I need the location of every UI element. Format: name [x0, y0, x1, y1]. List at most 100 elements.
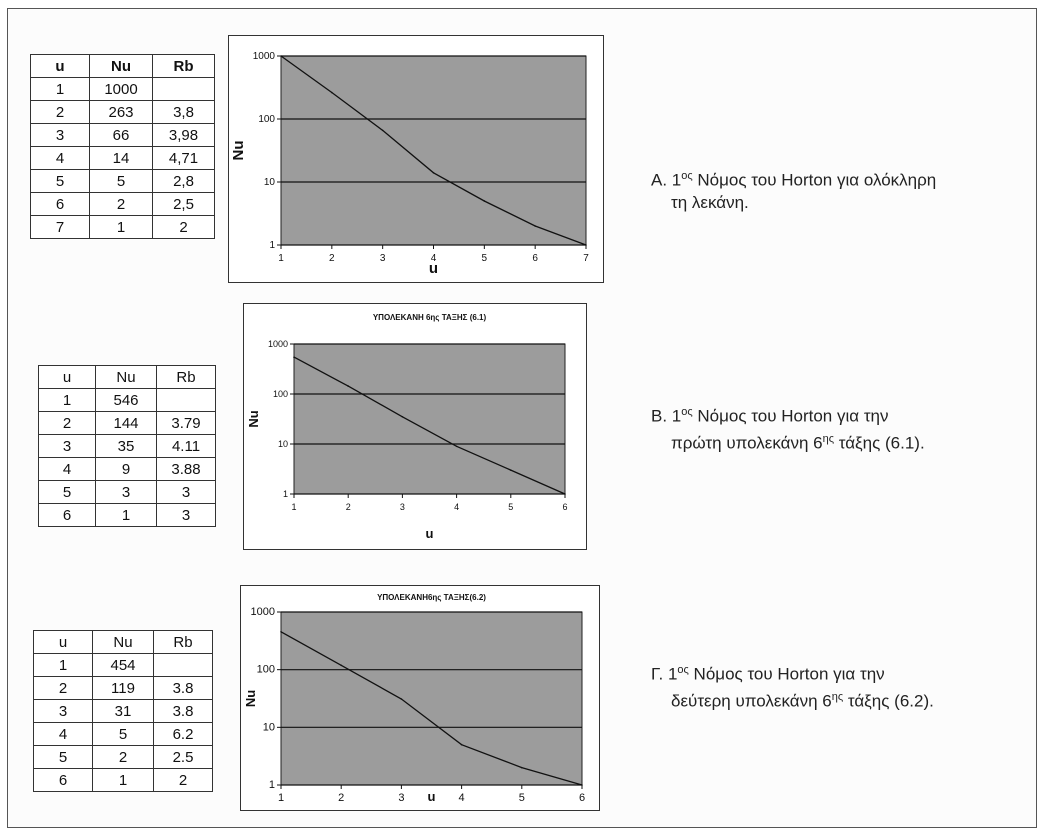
caption-b-line2-pre: πρώτη υπολεκάνη 6 — [671, 433, 823, 453]
y-tick-label: 10 — [278, 439, 288, 449]
cell-u: 3 — [33, 699, 93, 723]
cell-rb: 2,5 — [152, 192, 215, 216]
cell-rb: 2 — [152, 215, 215, 239]
x-axis-label: u — [429, 260, 438, 277]
cell-u: 5 — [33, 745, 93, 769]
cell-nu: 2 — [92, 745, 154, 769]
table-row: 2 119 3.8 — [33, 676, 213, 700]
data-point — [340, 664, 342, 667]
chart-c-box: 1 10 100 1000 1 2 3 4 5 6 u Nu ΥΠΟΛΕΚΑΝΗ6ης ΤΑΞΗΣ(6.… — [240, 585, 600, 811]
cell-rb: 2,8 — [152, 169, 215, 193]
y-tick-label: 100 — [258, 114, 275, 125]
cell-rb: 3 — [156, 480, 216, 504]
data-point — [585, 244, 587, 246]
table-row: 5 2 2.5 — [33, 745, 213, 769]
table-row: 3 31 3.8 — [33, 699, 213, 723]
y-tick-label: 1 — [269, 779, 275, 791]
caption-a-line2-text: τη λεκάνη. — [671, 192, 749, 212]
x-tick-label: 2 — [329, 253, 335, 264]
y-tick-label: 1000 — [251, 606, 275, 618]
y-tick-label: 1000 — [253, 51, 276, 62]
table-row: 6 2 2,5 — [30, 192, 215, 216]
x-tick-label: 4 — [431, 253, 437, 264]
caption-c-line1: Γ. 1ος Νόμος του Horton για την — [651, 659, 934, 686]
caption-b: B. 1ος Νόμος του Horton για την πρώτη υπ… — [651, 401, 925, 454]
data-point — [564, 493, 566, 495]
cell-nu: 119 — [92, 676, 154, 700]
cell-u: 5 — [30, 169, 90, 193]
y-axis-label: Nu — [243, 690, 258, 707]
y-axis-label: Nu — [246, 410, 261, 427]
caption-a-rest: Νόμος του Horton για ολόκληρη — [692, 170, 937, 190]
series-line — [280, 631, 583, 786]
data-point — [510, 469, 512, 471]
cell-rb: 4,71 — [152, 146, 215, 170]
caption-b-rest: Νόμος του Horton για την — [692, 406, 889, 426]
cell-u: 2 — [38, 411, 96, 435]
cell-nu: 454 — [92, 653, 154, 677]
table-row: 1 1000 — [30, 77, 215, 101]
x-tick-label: 2 — [346, 502, 351, 512]
cell-nu: 14 — [89, 146, 153, 170]
header-nu: Nu — [92, 630, 154, 654]
table-row: 3 35 4.11 — [38, 434, 216, 458]
cell-nu: 263 — [89, 100, 153, 124]
table-row: 4 9 3.88 — [38, 457, 216, 481]
cell-rb: 3,98 — [152, 123, 215, 147]
y-tick-label: 1 — [269, 240, 275, 251]
cell-u: 3 — [38, 434, 96, 458]
cell-rb: 6.2 — [153, 722, 213, 746]
caption-b-sup: ος — [681, 406, 693, 418]
header-u: u — [38, 365, 96, 389]
cell-nu: 2 — [89, 192, 153, 216]
y-tick-label: 100 — [257, 664, 275, 676]
y-tick-label: 10 — [264, 177, 276, 188]
chart-b-box: 1 10 100 1000 1 2 3 4 5 6 u Nu ΥΠΟΛΕΚΑΝΗ 6ης ΤΑΞΗΣ (… — [243, 303, 587, 550]
cell-u: 6 — [38, 503, 96, 527]
cell-nu: 5 — [92, 722, 154, 746]
x-tick-label: 3 — [380, 253, 386, 264]
table-header-row: u Nu Rb — [33, 630, 213, 654]
y-tick-label: 1 — [283, 489, 288, 499]
caption-c-line2-sup: ης — [831, 690, 844, 703]
series-line — [293, 356, 566, 495]
data-point — [455, 445, 458, 448]
chart-title: ΥΠΟΛΕΚΑΝΗ 6ης ΤΑΞΗΣ (6.1) — [373, 313, 487, 322]
cell-rb — [156, 388, 216, 412]
header-nu: Nu — [89, 54, 153, 78]
cell-rb: 3.8 — [153, 676, 213, 700]
caption-a-line1: A. 1ος Νόμος του Horton για ολόκληρη — [651, 165, 936, 192]
table-row: 5 5 2,8 — [30, 169, 215, 193]
table-row: 4 5 6.2 — [33, 722, 213, 746]
chart-c: 1 10 100 1000 1 2 3 4 5 6 u Nu ΥΠΟΛΕΚΑΝΗ6ης ΤΑΞΗΣ(6.… — [243, 593, 585, 804]
caption-c-line2-pre: δεύτερη υπολεκάνη 6 — [671, 691, 832, 711]
x-tick-label: 2 — [338, 792, 344, 804]
x-axis-label: u — [428, 789, 436, 804]
table-row: 2 263 3,8 — [30, 100, 215, 124]
x-tick-label: 6 — [562, 502, 567, 512]
data-point — [331, 91, 333, 94]
x-tick-label: 4 — [454, 502, 459, 512]
table-row: 4 14 4,71 — [30, 146, 215, 170]
cell-rb — [153, 653, 213, 677]
header-rb: Rb — [156, 365, 216, 389]
cell-u: 1 — [33, 653, 93, 677]
cell-rb: 3.8 — [153, 699, 213, 723]
data-point — [293, 356, 295, 358]
cell-u: 5 — [38, 480, 96, 504]
table-row: 1 454 — [33, 653, 213, 677]
cell-nu: 1000 — [89, 77, 153, 101]
plot-area — [280, 55, 587, 246]
cell-rb: 3.79 — [156, 411, 216, 435]
cell-u: 4 — [38, 457, 96, 481]
caption-a-sup: ος — [681, 170, 693, 182]
data-point — [280, 55, 282, 57]
caption-b-line1: B. 1ος Νόμος του Horton για την — [651, 401, 925, 428]
data-point — [400, 698, 403, 700]
data-point — [381, 129, 384, 132]
cell-rb: 3,8 — [152, 100, 215, 124]
cell-rb: 3 — [156, 503, 216, 527]
